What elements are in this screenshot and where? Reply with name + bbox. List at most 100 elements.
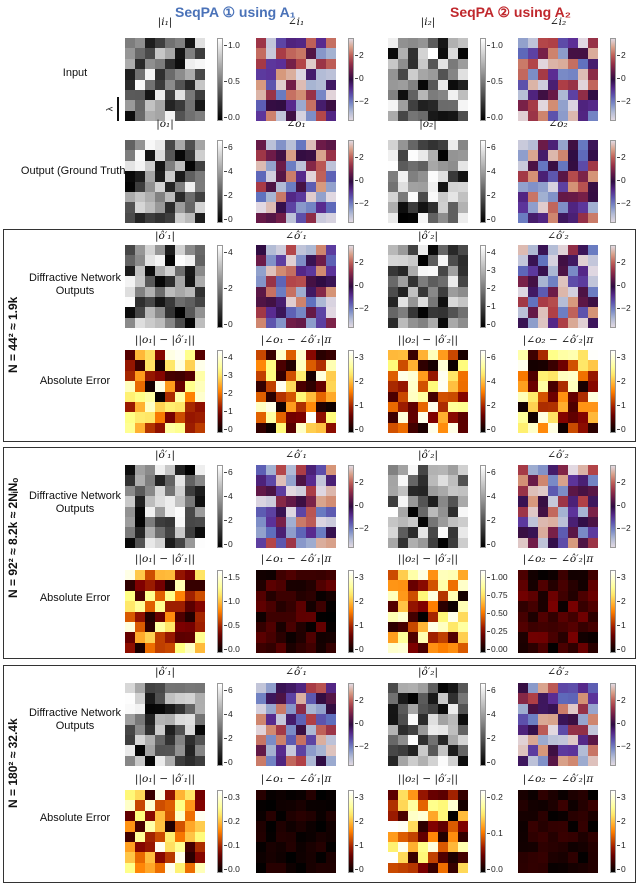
colorbar-tick: 0	[224, 214, 233, 224]
colorbar-tick: 0	[617, 500, 626, 510]
colorbar	[610, 140, 616, 223]
colorbar-tick: 0.0	[487, 112, 503, 122]
panel-title: |ô′₂|	[418, 449, 438, 461]
colorbar	[480, 350, 486, 433]
panel-title: |∠o₂ − ∠ô′₂|π	[522, 773, 594, 785]
heatmap-twilight	[518, 140, 598, 224]
panel-title: |o₁|	[156, 118, 174, 130]
colorbar	[610, 465, 616, 548]
colorbar-tick: −2	[617, 523, 631, 534]
panel-title: |∠o₁ − ∠ô′₁|π	[260, 334, 332, 346]
colorbar-tick: 0	[224, 424, 233, 434]
colorbar-tick: 0.5	[487, 76, 503, 87]
colorbar-tick: 0.2	[487, 792, 503, 803]
colorbar	[348, 683, 354, 766]
heatmap-afmhot	[256, 570, 336, 654]
panel-title: |ô′₂|	[418, 230, 438, 242]
colorbar-tick: −2	[355, 303, 369, 314]
colorbar-tick: 0	[355, 280, 364, 290]
panel-title: ∠ô′₂	[547, 666, 569, 678]
colorbar-tick: 0	[224, 757, 233, 767]
colorbar-tick: 0	[617, 718, 626, 728]
heatmap-twilight	[256, 465, 336, 549]
heatmap-gray	[125, 38, 205, 122]
colorbar-tick: 4	[487, 247, 496, 258]
colorbar-tick: 2	[487, 190, 496, 201]
colorbar-tick: 0	[617, 175, 626, 185]
panel-title: ||o₂| − |ô′₂||	[397, 334, 459, 346]
colorbar-tick: −2	[617, 96, 631, 107]
colorbar-tick: 6	[224, 467, 233, 478]
heatmap-gray	[388, 245, 468, 329]
box-n-8-2k	[3, 447, 636, 659]
header-seqpa-1: SeqPA ① using A₁	[175, 4, 296, 20]
colorbar-tick: 0	[224, 539, 233, 549]
heatmap-twilight	[518, 683, 598, 767]
header-seqpa-2: SeqPA ② using A₂	[450, 4, 571, 20]
colorbar	[348, 245, 354, 328]
row-label-abs-error-1: Absolute Error	[39, 375, 111, 387]
panel-title: |i₁|	[157, 16, 173, 28]
colorbar-tick: −2	[355, 523, 369, 534]
colorbar-tick: 4	[224, 491, 233, 502]
panel-title: ∠i₁	[287, 16, 305, 28]
colorbar	[610, 683, 616, 766]
colorbar-tick: 2	[617, 49, 626, 60]
colorbar-tick: 0	[224, 319, 233, 329]
heatmap-afmhot	[518, 350, 598, 434]
heatmap-afmhot	[388, 790, 468, 874]
colorbar-tick: 0.1	[487, 828, 503, 839]
colorbar	[217, 790, 223, 873]
colorbar	[348, 570, 354, 653]
colorbar-tick: 0.75	[487, 590, 508, 601]
colorbar-tick: 0	[487, 319, 496, 329]
panel-title: ∠ô′₂	[547, 449, 569, 461]
colorbar	[480, 38, 486, 121]
colorbar-tick: 1.0	[224, 596, 240, 607]
colorbar-tick: 2	[487, 283, 496, 294]
colorbar	[610, 790, 616, 873]
heatmap-afmhot	[388, 350, 468, 434]
colorbar-tick: 6	[487, 142, 496, 153]
colorbar-tick: 2	[224, 515, 233, 526]
colorbar-tick: 0.0	[487, 864, 503, 874]
panel-title: ∠o₂	[548, 118, 568, 130]
colorbar-tick: 6	[224, 142, 233, 153]
heatmap-gray	[388, 38, 468, 122]
panel-title: |∠o₁ − ∠ô′₁|π	[260, 553, 332, 565]
colorbar-tick: 2	[487, 733, 496, 744]
colorbar	[610, 38, 616, 121]
colorbar-tick: 3	[355, 352, 364, 363]
row-label-diffractive-2: Diffractive Network Outputs	[28, 490, 122, 515]
colorbar-tick: −2	[617, 303, 631, 314]
heatmap-afmhot	[256, 790, 336, 874]
panel-title: ||o₂| − |ô′₂||	[397, 553, 459, 565]
box-n-32-4k	[3, 665, 636, 883]
colorbar-tick: 2	[617, 476, 626, 487]
panel-title: ∠o₁	[286, 118, 306, 130]
heatmap-afmhot	[256, 350, 336, 434]
colorbar-tick: 0	[617, 73, 626, 83]
colorbar-tick: 2	[355, 816, 364, 827]
colorbar-tick: 0	[355, 175, 364, 185]
panel-title: ∠ô′₁	[285, 666, 307, 678]
colorbar	[217, 350, 223, 433]
panel-title: |∠o₁ − ∠ô′₁|π	[260, 773, 332, 785]
colorbar	[610, 570, 616, 653]
panel-title: |o₂|	[419, 118, 437, 130]
colorbar-tick: 1.0	[487, 40, 503, 51]
colorbar-tick: 3	[355, 792, 364, 803]
colorbar-tick: 0.50	[487, 608, 508, 619]
panel-title: |ô′₂|	[418, 666, 438, 678]
colorbar	[217, 570, 223, 653]
colorbar-tick: 3	[617, 352, 626, 363]
colorbar	[480, 140, 486, 223]
heatmap-afmhot	[125, 790, 205, 874]
colorbar-tick: 0.25	[487, 626, 508, 637]
colorbar-tick: 2	[617, 816, 626, 827]
colorbar-tick: 2	[224, 190, 233, 201]
colorbar-tick: 2	[355, 476, 364, 487]
heatmap-twilight	[518, 38, 598, 122]
heatmap-twilight	[256, 245, 336, 329]
heatmap-gray	[125, 245, 205, 329]
